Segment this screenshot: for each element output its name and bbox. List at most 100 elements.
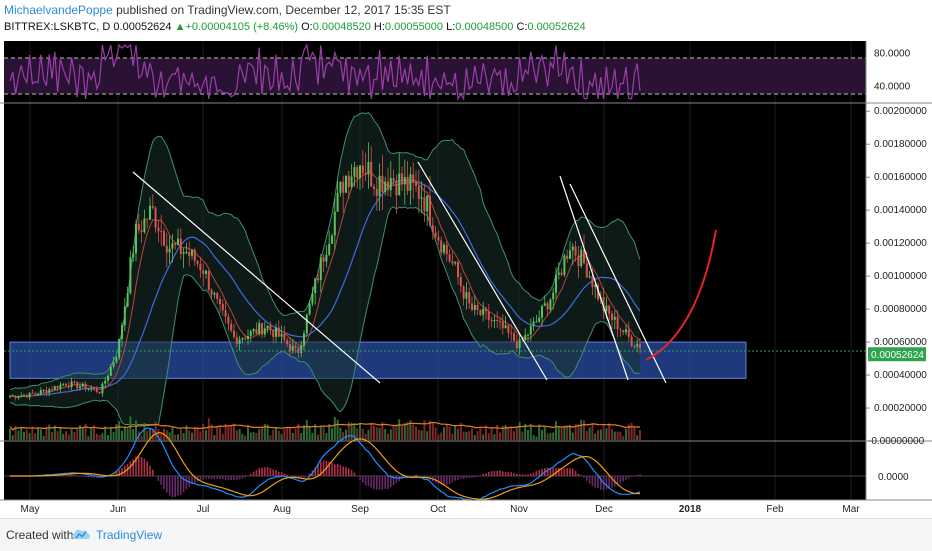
volume-bar (527, 429, 529, 440)
macd-bar (241, 476, 244, 479)
volume-bar (507, 427, 510, 440)
volume-bar (328, 424, 331, 440)
candle-body (549, 299, 552, 310)
tradingview-cloud-icon[interactable] (70, 527, 92, 541)
volume-bar (448, 426, 451, 440)
candle-body (300, 345, 303, 354)
volume-bar (462, 431, 465, 440)
volume-bar (513, 431, 515, 440)
volume-bar (487, 433, 490, 440)
candle-body (261, 323, 263, 335)
macd-bar (213, 476, 216, 479)
candle-body (247, 335, 249, 340)
candle-body (25, 395, 28, 398)
macd-bar (112, 473, 115, 476)
price-tick-label: 0.00060000 (874, 337, 927, 348)
volume-bar (591, 424, 594, 440)
candle-body (182, 252, 185, 254)
volume-bar (297, 423, 300, 440)
macd-bar (320, 461, 322, 476)
volume-bar (594, 433, 597, 440)
macd-bar (496, 470, 498, 476)
macd-bar (233, 476, 235, 481)
macd-bar (70, 475, 73, 476)
volume-bar (493, 434, 496, 440)
volume-bar (230, 425, 233, 440)
candle-body (188, 251, 191, 256)
candle-body (277, 327, 280, 337)
candle-body (109, 366, 112, 376)
candle-body (151, 205, 154, 208)
macd-bar (331, 463, 333, 476)
trendline-2 (417, 161, 548, 381)
macd-bar (308, 473, 311, 476)
macd-bar (622, 476, 624, 482)
volume-bar (294, 428, 297, 440)
macd-bar (381, 476, 384, 490)
candle-body (322, 257, 325, 262)
macd-bar (129, 461, 132, 476)
volume-bar (588, 427, 591, 440)
candle-body (210, 289, 213, 295)
volume-bar (143, 422, 146, 440)
candle-body (230, 323, 233, 331)
open-value: 0.00048520 (312, 21, 371, 33)
candle-body (45, 390, 48, 393)
volume-bar (76, 429, 79, 440)
low-label: L: (446, 21, 456, 33)
volume-bar (356, 428, 359, 440)
volume-bar (95, 433, 98, 440)
volume-bar (149, 429, 151, 440)
volume-bar (443, 427, 445, 440)
author-link[interactable]: MichaelvandePoppe (4, 3, 113, 17)
macd-bar (588, 476, 591, 484)
macd-bar (73, 475, 76, 476)
candle-body (431, 225, 434, 233)
volume-bar (563, 425, 566, 440)
volume-bar (501, 425, 504, 440)
candle-body (367, 161, 370, 175)
candle-body (585, 263, 588, 278)
candle-body (95, 388, 98, 392)
price-chart[interactable]: 0.00200000 0.00180000 0.00160000 0.00140000… (0, 38, 932, 518)
macd-bar (238, 476, 241, 480)
volume-bar (255, 432, 258, 440)
macd-bar (412, 475, 414, 477)
volume-bar (286, 427, 289, 440)
candle-body (574, 246, 577, 256)
candle-body (305, 314, 308, 334)
candle-body (471, 303, 473, 310)
macd-bar (219, 476, 221, 480)
volume-bar (62, 433, 65, 440)
candle-body (328, 243, 331, 255)
candle-body (401, 173, 403, 185)
volume-bar (515, 427, 518, 440)
macd-bar (471, 476, 473, 478)
candle-body (445, 244, 448, 255)
macd-bar (317, 464, 319, 476)
volume-bar (261, 426, 263, 440)
volume-bar (196, 427, 199, 440)
volume-bar (496, 424, 499, 440)
time-axis[interactable]: May Jun Jul Aug Sep Oct Nov Dec 2018 Feb Mar (21, 504, 861, 515)
tradingview-link[interactable]: TradingView (96, 528, 163, 542)
macd-bar (160, 476, 162, 485)
macd-bar (605, 476, 608, 490)
macd-bar (504, 471, 507, 476)
volume-bar (193, 427, 196, 440)
candle-body (639, 344, 641, 349)
macd-bar (303, 476, 305, 479)
macd-bar (278, 471, 280, 476)
candle-body (563, 255, 566, 275)
macd-bar (300, 476, 302, 480)
macd-bar (392, 476, 395, 486)
price-axis[interactable]: 0.00200000 0.00180000 0.00160000 0.00140000… (866, 48, 927, 483)
volume-bar (109, 428, 112, 440)
ohlc-line: BITTREX:LSKBTC, D 0.00052624 ▲+0.0000410… (4, 21, 586, 33)
high-value: 0.00055000 (384, 21, 444, 33)
macd-bar (244, 476, 246, 478)
candle-body (11, 395, 14, 397)
price-tick-label: 0.00120000 (874, 238, 927, 249)
candle-body (482, 308, 485, 315)
candle-body (132, 253, 135, 258)
